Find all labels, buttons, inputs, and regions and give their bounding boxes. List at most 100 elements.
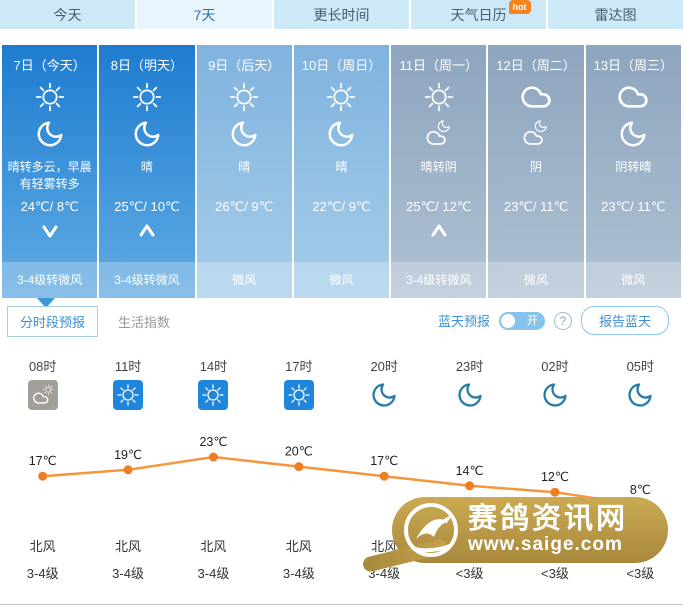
wind-direction: 北风 [115,539,142,554]
hour-label: 11时 [114,359,142,374]
day-column-1[interactable]: 7日（今天） 晴转多云，早晨有轻雾转多 24℃/ 8℃ 3-4级转微风 [2,45,98,298]
day-column-6[interactable]: 12日（周二） 阴 23℃/ 11℃ 微风 [488,45,584,298]
moon-icon [229,115,259,153]
day-temps: 22℃/ 9℃ [312,199,371,214]
watermark-site-name: 赛鸽资讯网 [468,502,629,535]
temp-label: 12℃ [541,470,569,484]
hot-badge: hot [508,0,531,14]
help-icon[interactable]: ? [553,311,572,330]
wind-level: 3-4级 [282,566,315,581]
bluesky-toggle[interactable]: 开 [498,311,545,330]
bluesky-label: 蓝天预报 [437,314,490,329]
day-wind: 3-4级转微风 [2,262,98,298]
tab-label: 雷达图 [594,6,637,23]
wind-level: 3-4级 [26,566,59,581]
tab-hourly-forecast[interactable]: 分时段预报 [7,306,99,337]
wind-trend-down-icon [39,221,61,243]
day-date: 12日（周二） [496,58,576,73]
temp-label: 20℃ [285,445,313,459]
sun-icon [325,79,357,115]
moon-icon [326,115,356,153]
temp-label: 17℃ [370,454,398,468]
temp-label: 19℃ [114,448,142,462]
hour-label: 14时 [199,359,228,374]
day-wind: 3-4级转微风 [99,262,195,298]
report-bluesky-button[interactable]: 报告蓝天 [580,306,669,335]
site-watermark: 赛鸽资讯网 www.saige.com [361,497,668,574]
tab-label: 7天 [193,6,216,23]
top-tabbar: 今天 7天 更长时间 天气日历 hot 雷达图 [0,0,683,29]
hour-label: 23时 [455,359,484,374]
day-description: 晴 [335,160,348,174]
toggle-knob-icon [500,313,515,328]
moon-icon [370,380,398,410]
temp-label: 17℃ [29,454,57,468]
wind-direction: 北风 [29,539,56,554]
hour-icons-row [0,380,683,414]
watermark-url: www.saige.com [468,534,623,556]
hour-label: 17时 [285,359,313,374]
moon-icon [456,380,484,410]
temperature-line-chart: 17℃ 19℃ 23℃ 20℃ 17℃ 14℃ 12℃ 8℃ [29,435,651,510]
tab-longer[interactable]: 更长时间 [274,0,409,29]
pigeon-logo-icon [404,503,458,557]
day-wind: 微风 [196,262,292,298]
day-description: 晴转多云，早晨有轻雾转多 [7,160,92,191]
seven-day-panel: 7日（今天） 晴转多云，早晨有轻雾转多 24℃/ 8℃ 3-4级转微风 8日（明… [2,45,681,298]
temp-point [208,452,218,462]
day-description: 晴 [238,160,251,174]
day-temps: 25℃/ 12℃ [406,199,472,214]
temp-point [465,481,475,491]
day-wind: 3-4级转微风 [391,262,487,298]
day-column-2[interactable]: 8日（明天） 晴 25℃/ 10℃ 3-4级转微风 [99,45,195,298]
bluesky-controls: 蓝天预报 开 ? 报告蓝天 [438,306,669,335]
wind-trend-up-icon [136,221,158,243]
sun-icon [198,380,229,410]
bottom-divider [0,604,683,605]
tab-today[interactable]: 今天 [0,0,135,29]
tab-radar[interactable]: 雷达图 [548,0,683,29]
day-column-5[interactable]: 11日（周一） 晴转阴 25℃/ 12℃ 3-4级转微风 [391,45,487,298]
cloud-moon-icon [521,115,551,153]
day-description: 阴 [530,160,543,174]
wind-level: 3-4级 [197,566,230,581]
temp-label: 8℃ [630,483,651,497]
sun-icon [34,79,66,115]
day-description: 晴转阴 [420,160,457,174]
tab-7days[interactable]: 7天 [137,0,272,29]
day-date: 10日（周日） [301,58,382,73]
day-column-4[interactable]: 10日（周日） 晴 22℃/ 9℃ 微风 [293,45,390,298]
moon-icon [618,115,648,153]
temp-point [123,465,133,475]
day-column-3[interactable]: 9日（后天） 晴 26℃/ 9℃ 微风 [196,45,292,298]
day-column-7[interactable]: 13日（周三） 阴转晴 23℃/ 11℃ 微风 [585,45,681,298]
temp-label: 14℃ [456,464,484,478]
hour-label: 08时 [28,359,57,374]
day-wind: 微风 [585,262,681,298]
temp-point [38,471,48,481]
hour-label: 02时 [541,359,569,374]
hour-labels-row: 08时 11时 14时 17时 20时 23时 02时 05时 [0,356,683,375]
temp-label: 23℃ [199,435,227,449]
day-date: 8日（明天） [110,58,184,73]
sun-icon [283,380,314,410]
moon-icon [626,380,654,410]
day-date: 11日（周一） [399,58,479,73]
wind-level: <3级 [626,566,655,581]
tab-calendar[interactable]: 天气日历 hot [411,0,546,29]
selected-day-pointer [37,298,55,308]
moon-icon [541,380,569,410]
day-temps: 24℃/ 8℃ [20,199,79,214]
hour-label: 20时 [370,359,398,374]
cloud-icon [617,79,649,115]
wind-direction: 北风 [200,539,227,554]
day-description: 阴转晴 [615,160,652,174]
day-wind: 微风 [488,262,584,298]
temp-point [379,471,389,481]
tab-life-index[interactable]: 生活指数 [118,315,171,330]
day-temps: 23℃/ 11℃ [503,199,569,214]
day-date: 7日（今天） [13,58,86,73]
hour-label: 05时 [626,359,655,374]
wind-direction: 北风 [285,539,312,554]
